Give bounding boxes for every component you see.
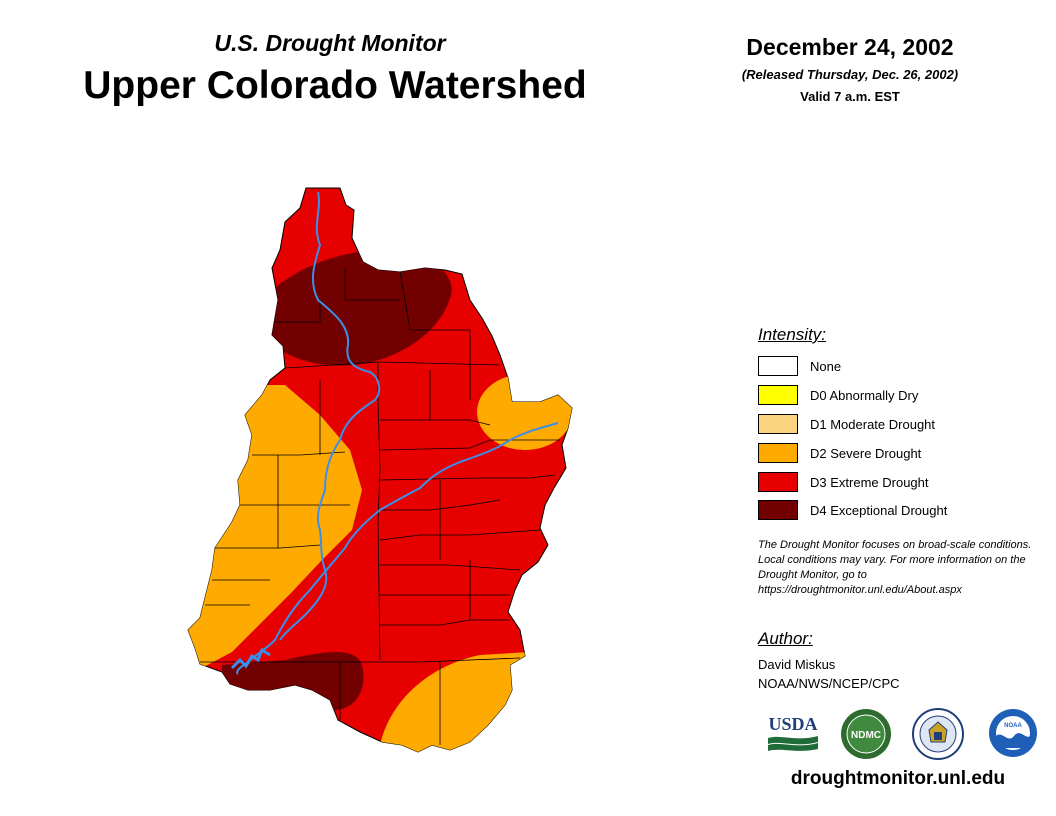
map-title: Upper Colorado Watershed	[83, 64, 587, 107]
d4-region-south	[222, 651, 364, 711]
county-lines	[200, 268, 560, 745]
legend-title: Intensity:	[758, 325, 827, 344]
legend-item-none: None	[758, 355, 841, 377]
commerce-seal-logo	[912, 708, 964, 760]
swatch-d0	[758, 385, 798, 405]
author-heading: Author:	[758, 629, 813, 648]
legend-item-d0: D0 Abnormally Dry	[758, 384, 918, 406]
swatch-d1	[758, 414, 798, 434]
legend-label: D2 Severe Drought	[810, 445, 922, 461]
ndmc-logo: NDMC	[841, 709, 891, 759]
website-url[interactable]: droughtmonitor.unl.edu	[790, 768, 1006, 789]
legend-item-d4: D4 Exceptional Drought	[758, 499, 947, 521]
legend-label: D4 Exceptional Drought	[810, 502, 948, 518]
map-date: December 24, 2002	[746, 34, 954, 60]
author-name: David Miskus	[758, 657, 836, 672]
noaa-logo-text: NOAA	[1004, 723, 1022, 729]
d4-region-north	[262, 249, 452, 366]
legend-item-d3: D3 Extreme Drought	[758, 471, 929, 493]
legend-item-d2: D2 Severe Drought	[758, 442, 921, 464]
lake-powell	[230, 647, 271, 670]
release-date: (Released Thursday, Dec. 26, 2002)	[741, 67, 959, 82]
swatch-none	[758, 356, 798, 376]
author-org: NOAA/NWS/NCEP/CPC	[758, 676, 900, 691]
noaa-logo: NOAA	[989, 709, 1037, 757]
legend-label: D1 Moderate Drought	[810, 416, 936, 432]
map-subtitle: U.S. Drought Monitor	[214, 30, 446, 56]
swatch-d4	[758, 500, 798, 520]
disclaimer-note: The Drought Monitor focuses on broad-sca…	[758, 539, 1032, 596]
legend-label: D3 Extreme Drought	[810, 474, 929, 490]
legend-label: D0 Abnormally Dry	[810, 387, 919, 403]
usda-logo: USDA	[768, 714, 818, 751]
usda-logo-text: USDA	[768, 714, 817, 734]
valid-time: Valid 7 a.m. EST	[800, 89, 900, 104]
green-river	[279, 191, 381, 641]
ndmc-logo-text: NDMC	[851, 730, 881, 741]
swatch-d3	[758, 472, 798, 492]
swatch-d2	[758, 443, 798, 463]
d2-region-east	[477, 374, 572, 450]
legend-label: None	[810, 358, 842, 374]
legend-item-d1: D1 Moderate Drought	[758, 413, 935, 435]
